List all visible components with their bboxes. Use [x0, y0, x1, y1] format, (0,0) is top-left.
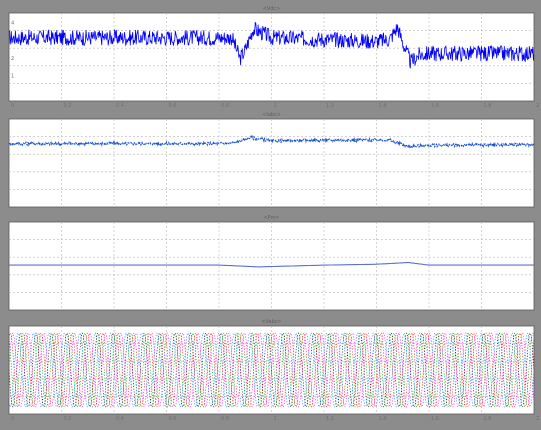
chart-panel-2: <Iabc>: [8, 112, 535, 208]
chart-panel-3: <Pm>: [8, 215, 535, 311]
series-line-3: [9, 332, 534, 408]
x-tick-label: 0.8: [221, 103, 229, 109]
y-tick-label: 4: [11, 21, 14, 27]
x-tick-label: 0.6: [169, 416, 177, 422]
x-tick-label: 1.2: [326, 416, 334, 422]
series-line-4: [9, 332, 534, 408]
x-tick-label: 1.6: [431, 416, 439, 422]
x-tick-label: 1: [274, 416, 277, 422]
x-tick-label: 0.4: [116, 416, 124, 422]
y-tick-label: 1: [11, 73, 14, 79]
x-tick-label: 2: [536, 103, 539, 109]
chart-panel-4: <Vabc> 0 0.2 0.4 0.6 0.8 1 1.2 1.4 1.6 1.8 2: [8, 319, 539, 422]
x-tick-label: 0.8: [221, 416, 229, 422]
x-tick-label: 1.8: [484, 103, 492, 109]
series-line-1: [9, 21, 534, 69]
x-tick-label: 0: [11, 416, 14, 422]
x-tick-label: 0.2: [64, 416, 72, 422]
series-line-1: [9, 261, 534, 268]
panel-title: <Vabc>: [261, 319, 281, 325]
x-tick-label: 2: [536, 416, 539, 422]
series-line-1: [9, 134, 534, 149]
series-line-5: [9, 332, 534, 408]
x-tick-label: 0.2: [64, 103, 72, 109]
panel-title: <Pm>: [263, 215, 279, 221]
x-tick-label: 1.8: [484, 416, 492, 422]
panel-title: <Vdc>: [263, 6, 281, 12]
x-tick-label: 1.2: [326, 103, 334, 109]
x-tick-label: 0.4: [116, 103, 124, 109]
x-tick-label: 0: [11, 103, 14, 109]
y-tick-label: 2: [11, 56, 14, 62]
x-tick-label: 1: [274, 103, 277, 109]
x-tick-label: 1.4: [379, 103, 387, 109]
series-line-1: [9, 332, 534, 408]
x-tick-label: 1.6: [431, 103, 439, 109]
panel-title: <Iabc>: [262, 112, 281, 118]
x-tick-label: 0.6: [169, 103, 177, 109]
x-tick-label: 1.4: [379, 416, 387, 422]
